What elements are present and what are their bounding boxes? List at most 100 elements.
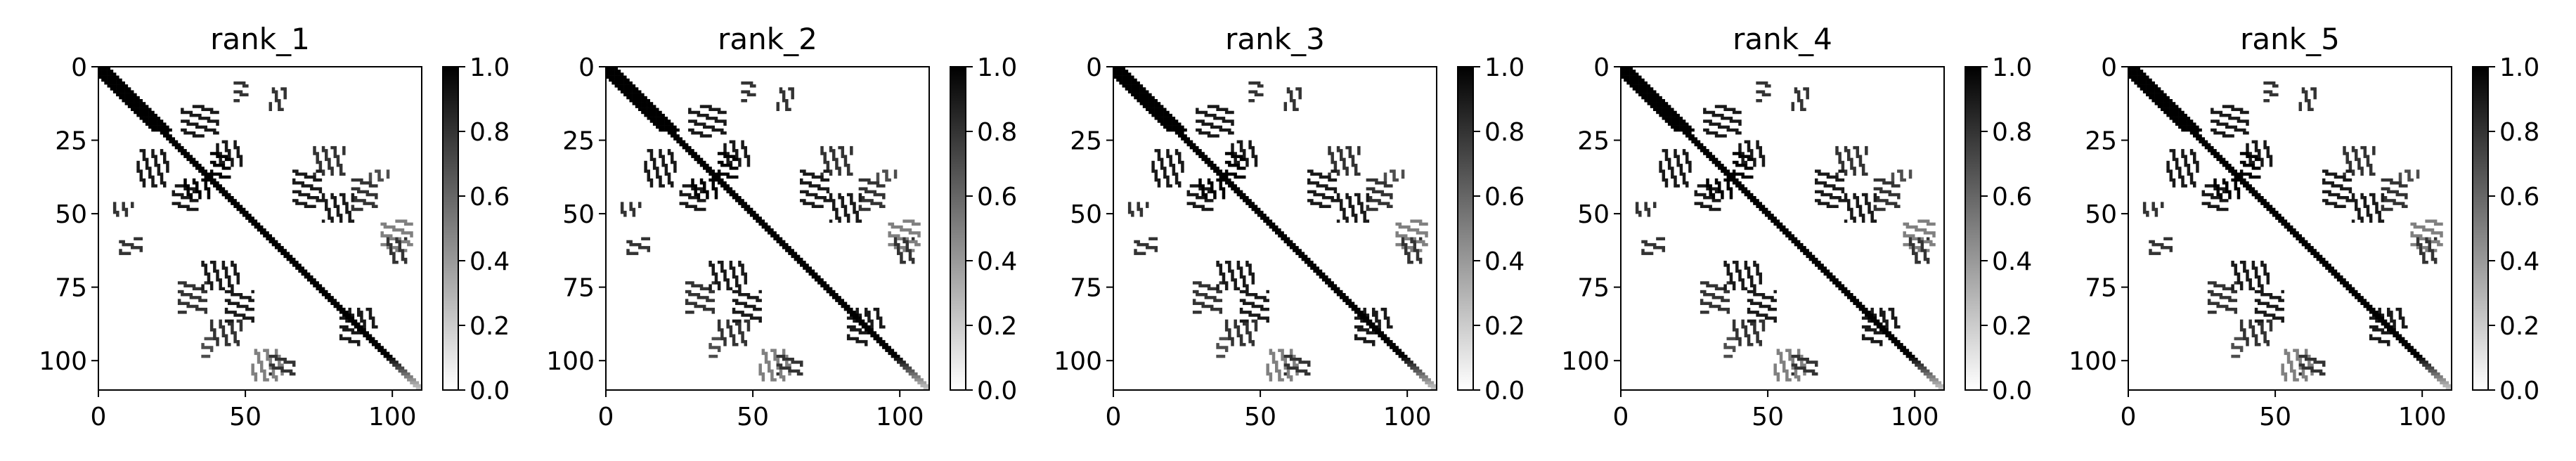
heatmap-cell xyxy=(357,331,361,335)
heatmap-cell xyxy=(1213,125,1217,129)
heatmap-cell xyxy=(803,264,806,267)
heatmap-cell xyxy=(1706,311,1709,314)
heatmap-cell xyxy=(867,331,871,335)
heatmap-cell xyxy=(1325,187,1328,190)
heatmap-cell xyxy=(1764,207,1768,212)
heatmap-cell xyxy=(1257,214,1261,217)
heatmap-cell xyxy=(720,128,724,132)
heatmap-cell xyxy=(213,328,216,332)
heatmap-cell xyxy=(192,113,196,117)
heatmap-cell xyxy=(1753,287,1756,291)
heatmap-cell xyxy=(1192,143,1196,147)
heatmap-cell xyxy=(1418,375,1423,379)
heatmap-cell xyxy=(788,363,791,367)
heatmap-cell xyxy=(142,105,146,108)
heatmap-cell xyxy=(1832,184,1836,188)
heatmap-cell xyxy=(1791,108,1795,112)
heatmap-cell xyxy=(776,358,780,361)
heatmap-cell xyxy=(1351,160,1355,164)
heatmap-cell xyxy=(1644,204,1648,209)
heatmap-cell xyxy=(711,264,716,267)
heatmap-cell xyxy=(142,184,146,188)
heatmap-cell xyxy=(1635,202,1639,205)
heatmap-cell xyxy=(1169,122,1172,126)
heatmap-cell xyxy=(233,311,237,314)
heatmap-cell xyxy=(1915,225,1918,229)
heatmap-cell xyxy=(274,349,278,352)
heatmap-cell xyxy=(1207,122,1211,126)
heatmap-cell xyxy=(207,281,211,285)
heatmap-cell xyxy=(1219,187,1223,190)
heatmap-cell xyxy=(641,102,645,105)
heatmap-cell xyxy=(1148,108,1152,112)
heatmap-cell xyxy=(905,237,910,241)
heatmap-cell xyxy=(1122,67,1126,70)
heatmap-cell xyxy=(1357,193,1361,197)
heatmap-cell xyxy=(858,328,862,332)
heatmap-cell xyxy=(796,257,801,261)
heatmap-cell xyxy=(1333,284,1338,287)
heatmap-cell xyxy=(333,299,337,302)
heatmap-cell xyxy=(1395,346,1399,349)
heatmap-cell xyxy=(1219,117,1223,120)
heatmap-cell xyxy=(1357,172,1361,176)
heatmap-cell xyxy=(342,311,346,314)
heatmap-cell xyxy=(1897,325,1901,329)
heatmap-cell xyxy=(195,187,199,190)
heatmap-cell xyxy=(1281,354,1284,358)
heatmap-cell xyxy=(1732,110,1736,115)
heatmap-cell xyxy=(1260,296,1264,299)
heatmap-cell xyxy=(251,369,254,373)
heatmap-cell xyxy=(1137,240,1140,244)
heatmap-cell xyxy=(1298,90,1302,93)
heatmap-cell xyxy=(838,296,841,299)
heatmap-cell xyxy=(879,339,883,344)
heatmap-cell xyxy=(788,87,791,91)
heatmap-cell xyxy=(1726,307,1730,311)
heatmap-cell xyxy=(233,99,237,103)
heatmap-cell xyxy=(776,237,780,241)
heatmap-cell xyxy=(1861,325,1865,329)
heatmap-cell xyxy=(1744,190,1748,194)
heatmap-cell xyxy=(1254,296,1258,299)
heatmap-cell xyxy=(1231,110,1234,115)
heatmap-cell xyxy=(841,299,845,302)
heatmap-cell xyxy=(181,281,184,285)
heatmap-cell xyxy=(1204,207,1208,212)
heatmap-cell xyxy=(746,328,751,332)
heatmap-cell xyxy=(1738,187,1742,190)
heatmap-cell xyxy=(351,193,355,197)
heatmap-cell xyxy=(1703,119,1707,123)
heatmap-cell xyxy=(1269,219,1273,223)
heatmap-cell xyxy=(770,234,774,238)
heatmap-cell xyxy=(1747,275,1751,279)
heatmap-cell xyxy=(1879,311,1883,314)
heatmap-cell xyxy=(632,210,636,214)
heatmap-cell xyxy=(885,175,888,179)
heatmap-cell xyxy=(1662,110,1666,115)
heatmap-cell xyxy=(1222,193,1226,197)
heatmap-cell xyxy=(1271,225,1276,229)
heatmap-cell xyxy=(1856,199,1860,202)
heatmap-cell xyxy=(708,290,712,294)
heatmap-cell xyxy=(1131,75,1134,79)
heatmap-cell xyxy=(1818,169,1821,173)
heatmap-cell xyxy=(826,284,830,287)
heatmap-cell xyxy=(321,149,325,152)
heatmap-cell xyxy=(145,164,149,167)
heatmap-cell xyxy=(1351,210,1355,214)
heatmap-cell xyxy=(1198,301,1202,306)
heatmap-cell xyxy=(776,234,780,238)
heatmap-cell xyxy=(661,117,665,120)
heatmap-cell xyxy=(1870,328,1874,332)
heatmap-cell xyxy=(870,334,874,338)
heatmap-cell xyxy=(723,119,727,123)
heatmap-cell xyxy=(732,319,736,323)
heatmap-cell xyxy=(1328,278,1331,282)
heatmap-cell xyxy=(301,184,305,188)
heatmap-cell xyxy=(1759,281,1763,285)
heatmap-cell xyxy=(228,193,231,197)
heatmap-cell xyxy=(897,354,900,358)
heatmap-cell xyxy=(632,252,636,255)
heatmap-cell xyxy=(1641,96,1645,100)
